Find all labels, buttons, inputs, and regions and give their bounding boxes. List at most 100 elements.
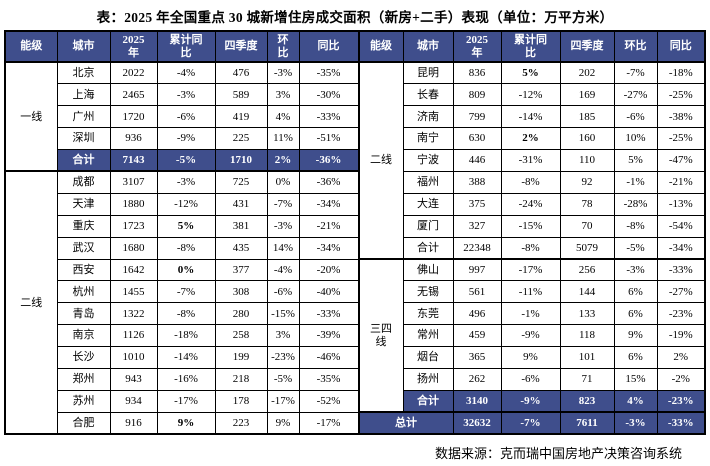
city-cell: 合计 <box>56 149 111 173</box>
value-cell: 446 <box>452 149 502 172</box>
value-cell: -8% <box>500 170 561 194</box>
value-cell: 199 <box>214 346 268 369</box>
value-cell: -24% <box>500 192 561 216</box>
header-cell: 环比 <box>266 30 300 63</box>
city-cell: 成都 <box>56 170 111 194</box>
value-cell: 365 <box>452 346 502 369</box>
value-cell: -33% <box>656 258 706 282</box>
city-cell: 东莞 <box>402 302 454 326</box>
value-cell: -23% <box>656 389 706 414</box>
value-cell: 258 <box>214 324 268 348</box>
value-cell: -7% <box>613 61 658 85</box>
value-cell: -7% <box>500 411 561 436</box>
value-cell: 6% <box>613 280 658 304</box>
city-cell: 上海 <box>56 83 111 107</box>
value-cell: -28% <box>613 192 658 216</box>
table-row: 青岛 1322 -8% 280 -15% -33% <box>5 302 359 326</box>
value-cell: -36% <box>298 170 359 194</box>
value-cell: 280 <box>214 302 268 326</box>
value-cell: 256 <box>559 258 615 282</box>
city-cell: 南宁 <box>402 127 454 151</box>
value-cell: 308 <box>214 280 268 304</box>
value-cell: -9% <box>156 127 216 151</box>
value-cell: 496 <box>452 302 502 326</box>
value-cell: -3% <box>266 214 300 238</box>
value-cell: 725 <box>214 170 268 194</box>
value-cell: -46% <box>298 346 359 369</box>
value-cell: 225 <box>214 127 268 151</box>
tier-cell: 一线 <box>4 61 58 173</box>
header-cell: 环比 <box>613 30 658 63</box>
value-cell: -7% <box>156 280 216 304</box>
header-cell: 累计同比 <box>500 30 561 63</box>
table-row: 重庆 1723 5% 381 -3% -21% <box>5 214 359 238</box>
value-cell: -27% <box>656 280 706 304</box>
table-row: 无锡 561 -11% 144 6% -27% <box>359 280 706 304</box>
header-cell: 2025 年 <box>109 30 158 63</box>
value-cell: 9% <box>156 411 216 436</box>
value-cell: 11% <box>266 127 300 151</box>
value-cell: 419 <box>214 105 268 129</box>
value-cell: 435 <box>214 236 268 260</box>
city-cell: 深圳 <box>56 127 111 151</box>
value-cell: -36% <box>298 149 359 173</box>
value-cell: 133 <box>559 302 615 326</box>
value-cell: 3% <box>266 83 300 107</box>
table-row: 西安 1642 0% 377 -4% -20% <box>5 258 359 282</box>
value-cell: 118 <box>559 324 615 348</box>
value-cell: -8% <box>156 236 216 260</box>
total-label-cell: 总计 <box>358 411 454 436</box>
value-cell: 381 <box>214 214 268 238</box>
table-row: 深圳 936 -9% 225 11% -51% <box>5 127 359 151</box>
value-cell: -9% <box>500 324 561 348</box>
table-row: 东莞 496 -1% 133 6% -23% <box>359 302 706 326</box>
value-cell: -16% <box>156 367 216 391</box>
value-cell: 1680 <box>109 236 158 260</box>
value-cell: -51% <box>298 127 359 151</box>
header-cell: 能级 <box>358 30 404 63</box>
value-cell: 3% <box>266 324 300 348</box>
value-cell: 218 <box>214 367 268 391</box>
value-cell: 377 <box>214 258 268 282</box>
table-row: 合计 7143 -5% 1710 2% -36% <box>5 149 359 173</box>
value-cell: 9% <box>266 411 300 436</box>
header-cell: 能级 <box>4 30 58 63</box>
value-cell: 169 <box>559 83 615 107</box>
value-cell: 2% <box>500 127 561 151</box>
value-cell: -20% <box>298 258 359 282</box>
value-cell: 9% <box>500 346 561 369</box>
value-cell: 144 <box>559 280 615 304</box>
value-cell: 6% <box>613 302 658 326</box>
table-row: 二线 成都 3107 -3% 725 0% -36% <box>4 170 359 436</box>
city-cell: 大连 <box>402 192 454 216</box>
value-cell: -18% <box>656 61 706 85</box>
value-cell: -7% <box>266 192 300 216</box>
header-row: 能级 城市 2025 年累计同比 四季度 环比 同比 <box>358 30 706 63</box>
value-cell: 15% <box>613 367 658 391</box>
total-row: 总计 32632 -7% 7611 -3% -33% <box>358 411 706 436</box>
city-cell: 长春 <box>402 83 454 107</box>
header-cell: 同比 <box>656 30 706 63</box>
value-cell: -54% <box>656 214 706 238</box>
header-cell: 2025 年 <box>452 30 502 63</box>
value-cell: -6% <box>613 105 658 129</box>
value-cell: 178 <box>214 389 268 413</box>
city-cell: 合计 <box>402 236 454 261</box>
value-cell: -6% <box>500 367 561 391</box>
value-cell: 476 <box>214 61 268 85</box>
value-cell: -8% <box>156 302 216 326</box>
table-row: 一线 北京 2022 -4% 476 -3% -35% <box>4 61 359 173</box>
table-row: 天津 1880 -12% 431 -7% -34% <box>5 192 359 216</box>
value-cell: 916 <box>109 411 158 436</box>
table-row: 上海 2465 -3% 589 3% -30% <box>5 83 359 107</box>
value-cell: 3107 <box>109 170 158 194</box>
city-cell: 厦门 <box>402 214 454 238</box>
table-row: 二线 昆明 836 5% 202 -7% -18% <box>358 61 706 261</box>
value-cell: 92 <box>559 170 615 194</box>
value-cell: -12% <box>156 192 216 216</box>
table-row: 长沙 1010 -14% 199 -23% -46% <box>5 346 359 369</box>
value-cell: -3% <box>613 411 658 436</box>
value-cell: -15% <box>266 302 300 326</box>
table-row: 烟台 365 9% 101 6% 2% <box>359 346 706 369</box>
value-cell: 10% <box>613 127 658 151</box>
